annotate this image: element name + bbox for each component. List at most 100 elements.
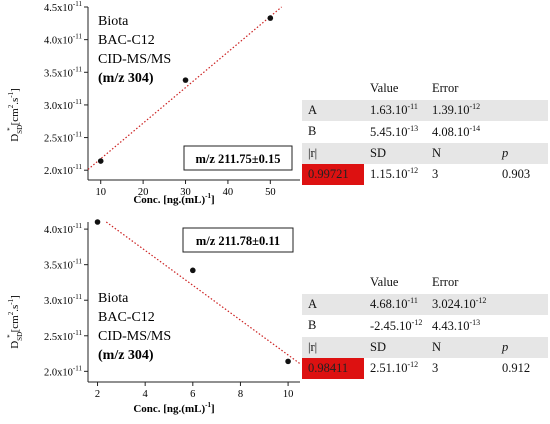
header-error: Error — [426, 272, 496, 294]
x-tick-label: 4 — [143, 389, 149, 400]
mz-label-box — [183, 145, 293, 171]
error-cell: 1.39.10-12 — [426, 99, 496, 121]
y-tick-labels: 2.0x10-11 2.5x10-11 3.0x10-11 3.5x10-11 4.0x… — [44, 222, 88, 378]
x-tick-label: 50 — [265, 187, 276, 198]
y-tick-label: 3.0x10-11 — [44, 293, 82, 307]
table-row: A 1.63.10-11 1.39.10-12 — [302, 99, 548, 121]
header-value: Value — [364, 78, 426, 100]
mz-label-box — [182, 227, 294, 253]
sd-cell: 1.15.10-12 — [364, 164, 426, 185]
chart-top: 2.0x10-11 2.5x10-11 3.0x10-11 3.5x10-11 4.0x… — [6, 0, 300, 206]
data-point — [94, 219, 101, 225]
data-point — [267, 15, 274, 21]
error-cell: 4.08.10-14 — [426, 121, 496, 143]
value-cell: -2.45.10-12 — [364, 315, 426, 337]
fit-line — [105, 221, 301, 365]
fit-line — [87, 6, 282, 170]
table-row: B -2.45.10-12 4.43.10-13 — [302, 315, 548, 337]
header-n: N — [426, 142, 496, 164]
x-axis-label: Conc. [ng.(mL)-1] — [133, 401, 214, 415]
y-tick-label: 4.0x10-11 — [44, 222, 82, 236]
x-tick-labels: 10 20 30 40 50 — [95, 180, 276, 198]
legend-line-1: Biota — [98, 291, 129, 306]
y-tick-label: 2.0x10-11 — [44, 364, 82, 378]
y-tick-label: 3.5x10-11 — [44, 258, 82, 272]
header-p: p — [496, 142, 548, 164]
y-tick-label: 2.0x10-11 — [44, 163, 82, 177]
error-cell: 3.024.10-12 — [426, 293, 496, 315]
data-point — [182, 77, 189, 83]
data-point — [190, 267, 196, 274]
stats-row: 0.99721 1.15.10-12 3 0.903 — [302, 164, 548, 185]
x-tick-label: 2 — [95, 389, 100, 400]
p-cell: 0.912 — [496, 358, 548, 379]
data-point — [285, 358, 291, 365]
table-row: A 4.68.10-11 3.024.10-12 — [302, 293, 548, 315]
y-tick-label: 3.5x10-11 — [44, 65, 82, 79]
y-tick-label: 4.5x10-11 — [44, 0, 82, 14]
n-cell: 3 — [426, 358, 496, 379]
row-label: B — [302, 121, 364, 143]
row-label: B — [302, 315, 364, 337]
header-r: |r| — [302, 336, 364, 358]
y-axis-label: DSD*[cm2.s-1] — [6, 88, 24, 142]
x-tick-label: 8 — [238, 389, 243, 400]
legend-line-1: Biota — [98, 14, 129, 29]
table-row: B 5.45.10-13 4.08.10-14 — [302, 121, 548, 143]
header-r: |r| — [302, 142, 364, 164]
y-tick-label: 2.5x10-11 — [44, 329, 82, 343]
y-axis-label: DSD*[cm2.s-1] — [6, 295, 24, 349]
x-tick-labels: 2 4 6 8 10 — [95, 382, 293, 400]
x-tick-label: 30 — [180, 187, 191, 198]
data-points — [97, 15, 274, 164]
x-tick-label: 6 — [190, 389, 195, 400]
header-n: N — [426, 336, 496, 358]
legend-line-4: (m/z 304) — [98, 348, 154, 363]
p-cell: 0.903 — [496, 164, 548, 185]
sd-cell: 2.51.10-12 — [364, 358, 426, 379]
data-points — [94, 219, 291, 365]
row-label: A — [302, 99, 364, 121]
fit-line-path — [87, 6, 282, 170]
legend-line-2: BAC-C12 — [98, 33, 155, 48]
value-cell: 5.45.10-13 — [364, 121, 426, 143]
data-point — [97, 158, 104, 164]
stats-header-row: |r| SD N p — [302, 336, 548, 358]
x-tick-label: 40 — [223, 187, 234, 198]
x-tick-label: 10 — [95, 187, 106, 198]
legend-line-3: CID-MS/MS — [98, 52, 171, 67]
y-tick-label: 2.5x10-11 — [44, 131, 82, 145]
legend-text: Biota BAC-C12 CID-MS/MS (m/z 304) — [98, 291, 171, 363]
y-tick-label: 3.0x10-11 — [44, 98, 82, 112]
header-sd: SD — [364, 336, 426, 358]
value-cell: 1.63.10-11 — [364, 99, 426, 121]
fit-table-top: Value Error A 1.63.10-11 1.39.10-12 B 5.… — [302, 78, 548, 185]
error-cell: 4.43.10-13 — [426, 315, 496, 337]
stats-header-row: |r| SD N p — [302, 142, 548, 164]
x-axis-label: Conc. [ng.(mL)-1] — [133, 192, 214, 206]
fit-line-path — [105, 221, 301, 365]
value-cell: 4.68.10-11 — [364, 293, 426, 315]
legend-line-4: (m/z 304) — [98, 71, 154, 86]
r-value-highlight: 0.98411 — [302, 358, 364, 379]
row-label: A — [302, 293, 364, 315]
header-value: Value — [364, 272, 426, 294]
mz-label: m/z 211.78±0.11 — [196, 234, 280, 248]
header-p: p — [496, 336, 548, 358]
header-error: Error — [426, 78, 496, 100]
y-tick-labels: 2.0x10-11 2.5x10-11 3.0x10-11 3.5x10-11 4.0x… — [44, 0, 88, 177]
n-cell: 3 — [426, 164, 496, 185]
x-tick-label: 10 — [283, 389, 294, 400]
mz-label: m/z 211.75±0.15 — [196, 152, 281, 166]
legend-line-2: BAC-C12 — [98, 310, 155, 325]
legend-line-3: CID-MS/MS — [98, 329, 171, 344]
fit-table-bottom: Value Error A 4.68.10-11 3.024.10-12 B -… — [302, 272, 548, 379]
legend-text: Biota BAC-C12 CID-MS/MS (m/z 304) — [98, 14, 171, 86]
r-value-highlight: 0.99721 — [302, 164, 364, 185]
chart-bottom: 2.0x10-11 2.5x10-11 3.0x10-11 3.5x10-11 4.0x… — [6, 219, 301, 415]
header-sd: SD — [364, 142, 426, 164]
stats-row: 0.98411 2.51.10-12 3 0.912 — [302, 358, 548, 379]
y-tick-label: 4.0x10-11 — [44, 33, 82, 47]
x-tick-label: 20 — [138, 187, 149, 198]
